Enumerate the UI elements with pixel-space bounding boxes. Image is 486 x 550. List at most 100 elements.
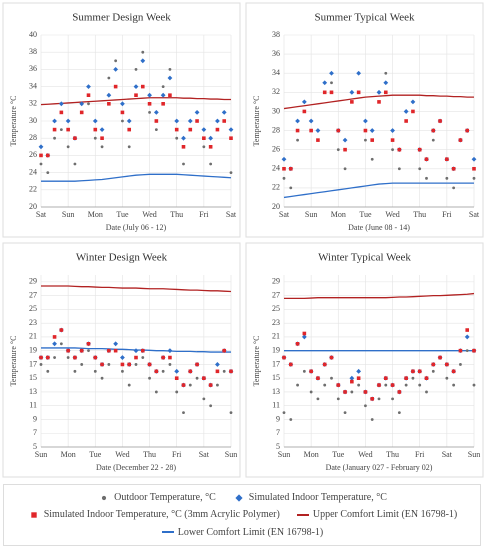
point <box>383 80 389 86</box>
limit-line <box>284 292 475 300</box>
point <box>86 93 91 97</box>
point <box>377 100 381 104</box>
x-tick-label: Wed <box>385 210 399 219</box>
point <box>411 109 415 114</box>
point <box>336 383 341 387</box>
x-axis-label: Date (January 027 - February 02) <box>326 463 433 472</box>
y-tick-label: 23 <box>29 318 37 327</box>
point <box>87 349 90 353</box>
point <box>195 376 199 380</box>
point <box>216 383 219 387</box>
point <box>411 369 415 374</box>
point <box>364 138 367 142</box>
point <box>235 494 243 502</box>
point <box>133 84 139 89</box>
point <box>215 118 220 124</box>
point <box>100 145 104 149</box>
point <box>148 376 151 380</box>
point <box>181 145 186 149</box>
y-tick-label: 32 <box>272 87 280 96</box>
point <box>357 383 361 387</box>
y-axis-label: Temperature °C <box>9 96 18 147</box>
y-axis-label: Temperature °C <box>252 96 261 147</box>
point <box>73 162 77 166</box>
legend-swatch <box>161 531 174 534</box>
point <box>343 167 347 171</box>
point <box>188 369 193 374</box>
y-tick-label: 25 <box>29 304 37 313</box>
point <box>141 50 145 54</box>
panel-frame <box>245 2 484 238</box>
point <box>46 171 50 175</box>
point <box>289 418 293 421</box>
x-tick-label: Mon <box>61 450 76 459</box>
y-tick-label: 21 <box>29 332 37 341</box>
point <box>302 369 306 373</box>
point <box>134 363 138 366</box>
y-tick-label: 26 <box>272 144 280 153</box>
point <box>322 90 327 95</box>
point <box>168 363 172 366</box>
point <box>458 138 463 142</box>
point <box>86 342 91 346</box>
limit-line <box>41 173 232 182</box>
point <box>160 92 166 98</box>
point <box>282 355 286 360</box>
point <box>79 348 84 353</box>
y-tick-label: 11 <box>272 401 280 410</box>
x-tick-label: Sun <box>468 450 480 459</box>
point <box>431 362 436 367</box>
legend-item: Simulated Indoor Temperature, °C (3mm Ac… <box>27 509 280 520</box>
point <box>120 101 125 107</box>
point <box>148 111 151 114</box>
point <box>39 355 43 360</box>
point <box>93 355 98 360</box>
point <box>229 171 233 175</box>
point <box>52 341 57 347</box>
point <box>66 348 70 353</box>
x-tick-label: Wed <box>115 450 129 459</box>
point <box>58 101 64 107</box>
y-tick-label: 29 <box>272 277 280 286</box>
point <box>445 157 449 162</box>
point <box>100 136 104 140</box>
point <box>168 93 172 97</box>
point <box>39 363 43 366</box>
chart-title: Summer Design Week <box>72 12 171 24</box>
point <box>301 99 307 105</box>
point <box>121 119 124 123</box>
x-tick-label: Fri <box>442 210 452 219</box>
legend-swatch <box>296 513 309 516</box>
point <box>174 368 180 374</box>
point <box>315 128 321 133</box>
point <box>472 166 476 171</box>
legend-swatch <box>31 512 37 518</box>
point <box>79 101 85 107</box>
point <box>343 411 347 414</box>
point <box>181 383 186 387</box>
point <box>383 376 388 380</box>
legend-label: Simulated Indoor Temperature, °C <box>248 492 387 504</box>
legend: Outdoor Temperature, °C Simulated Indoor … <box>3 484 481 546</box>
point <box>65 118 71 124</box>
y-tick-label: 24 <box>29 167 37 176</box>
point <box>215 369 220 374</box>
y-tick-label: 22 <box>272 183 280 192</box>
y-tick-label: 17 <box>29 359 37 368</box>
y-tick-label: 9 <box>276 414 280 423</box>
point <box>424 376 429 380</box>
point <box>349 89 355 95</box>
point <box>289 186 293 190</box>
point <box>93 136 97 140</box>
point <box>100 362 104 367</box>
x-tick-label: Thu <box>143 450 156 459</box>
point <box>384 383 388 387</box>
point <box>308 118 314 124</box>
point <box>472 176 476 180</box>
y-tick-label: 15 <box>29 373 37 382</box>
point <box>195 362 199 367</box>
point <box>330 376 333 380</box>
point <box>208 135 214 141</box>
point <box>59 342 63 346</box>
